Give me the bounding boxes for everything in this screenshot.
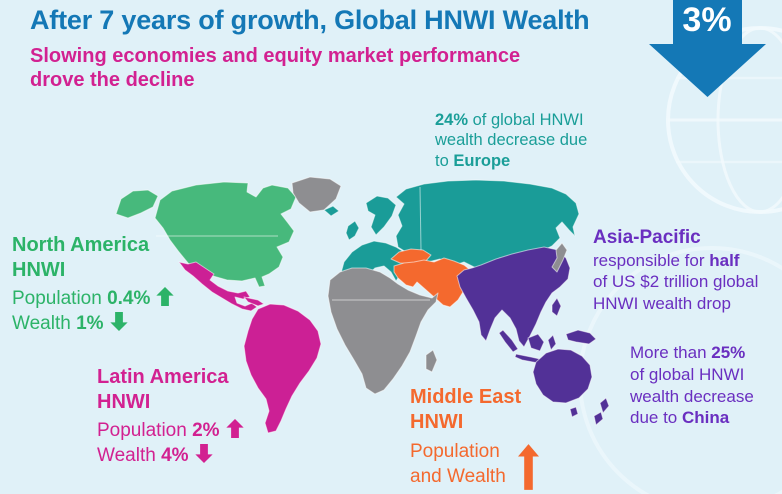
north-america-title: North America HNWI [12, 234, 150, 282]
map-region-new-guinea [565, 329, 597, 345]
map-region-caribbean [243, 296, 265, 307]
decline-percentage-badge: 3% [682, 1, 732, 39]
china-note: More than 25% of global HNWI wealth decr… [630, 343, 754, 428]
europe-label: Europe [453, 151, 511, 170]
map-region-greenland [291, 176, 342, 213]
map-region-africa [327, 267, 439, 395]
map-region-uk [345, 220, 360, 241]
china-percentage: 25% [711, 343, 746, 362]
map-region-alaska [115, 189, 159, 219]
map-region-south-america [243, 303, 322, 434]
map-region-sulawesi [547, 334, 557, 351]
map-region-mexico-central-america [178, 261, 258, 312]
map-region-philippines [551, 297, 562, 317]
map-region-japan [551, 242, 568, 273]
map-region-australia [532, 348, 593, 404]
up-arrow-icon [225, 419, 244, 439]
europe-percentage: 24% [435, 111, 469, 129]
map-region-borneo [527, 333, 545, 352]
north-america-stats: Population 0.4% Wealth 1% [12, 286, 175, 336]
europe-note: 24% of global HNWI wealth decrease due t… [435, 111, 588, 170]
middle-east-title: Middle East HNWI [410, 386, 522, 434]
up-arrow-icon [156, 287, 175, 307]
down-arrow-icon [109, 312, 128, 332]
latin-america-block: Latin America HNWI Population 2% Wealth … [97, 365, 244, 469]
map-region-new-zealand [593, 397, 610, 426]
latin-america-title: Latin America HNWI [97, 366, 229, 414]
asia-pacific-title: Asia-Pacific [593, 227, 701, 248]
down-arrow-icon [194, 444, 213, 464]
up-arrow-icon [517, 443, 539, 490]
map-region-madagascar [425, 349, 438, 373]
decline-down-arrow-icon [649, 0, 766, 97]
subtitle-line-2: drove the decline [30, 69, 195, 92]
map-region-sumatra [498, 329, 519, 353]
map-country-borders [156, 186, 430, 301]
middle-east-block: Middle East HNWI Population and Wealth [410, 385, 539, 490]
middle-east-stats: Population and Wealth [410, 439, 539, 490]
latin-america-stats: Population 2% Wealth 4% [97, 418, 244, 468]
map-region-scandinavia [365, 195, 397, 236]
china-label: China [682, 408, 730, 428]
north-america-block: North America HNWI Population 0.4% Wealt… [12, 233, 175, 337]
map-region-russia [395, 179, 580, 269]
map-region-iceland [323, 205, 340, 217]
asia-pacific-note: Asia-Pacific responsible for half of US … [593, 227, 759, 313]
map-region-tasmania [569, 406, 579, 418]
page-title: After 7 years of growth, Global HNWI Wea… [30, 5, 590, 35]
page-subtitle: Slowing economies and equity market perf… [30, 44, 610, 93]
map-region-north-america [154, 181, 297, 288]
subtitle-line-1: Slowing economies and equity market perf… [30, 45, 521, 67]
